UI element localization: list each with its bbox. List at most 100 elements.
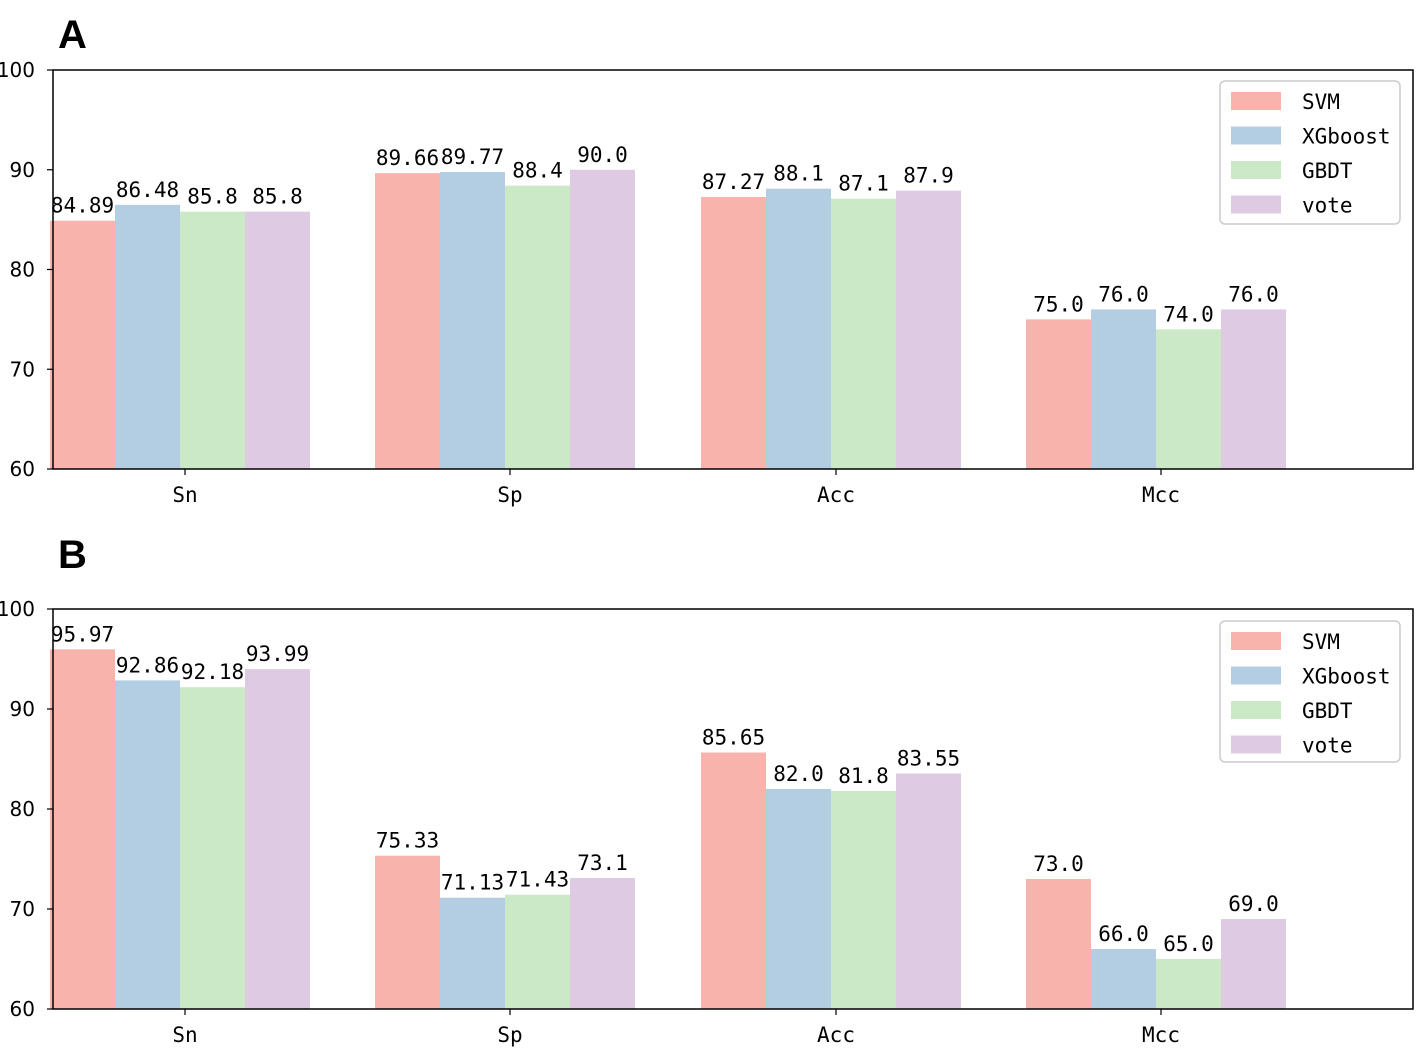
bar-vote-sn <box>245 669 310 1009</box>
bar-svm-sp <box>375 173 440 470</box>
legend-swatch-svm <box>1231 92 1281 110</box>
x-tick-label: Sn <box>172 1023 197 1047</box>
bar-vote-acc <box>896 773 961 1009</box>
x-tick-label: Mcc <box>1142 1023 1180 1047</box>
bar-svm-sn <box>50 220 115 469</box>
data-label: 74.0 <box>1163 302 1214 326</box>
legend-label: SVM <box>1302 630 1340 654</box>
bar-gbdt-acc <box>831 791 896 1009</box>
data-label: 87.9 <box>903 164 954 188</box>
legend-swatch-gbdt <box>1231 701 1281 719</box>
bar-gbdt-sp <box>505 894 570 1009</box>
data-label: 85.8 <box>187 185 238 209</box>
panel-letter-a: A <box>58 13 87 57</box>
data-label: 89.77 <box>441 145 504 169</box>
bar-xgboost-sn <box>115 204 180 469</box>
y-tick-label: 90 <box>10 697 35 721</box>
bar-gbdt-mcc <box>1156 329 1221 469</box>
y-tick-label: 100 <box>0 58 35 82</box>
data-label: 92.18 <box>181 660 244 684</box>
bar-gbdt-sp <box>505 185 570 469</box>
data-label: 76.0 <box>1228 282 1279 306</box>
data-label: 93.99 <box>246 642 309 666</box>
legend-swatch-svm <box>1231 632 1281 650</box>
bar-gbdt-sn <box>180 687 245 1009</box>
legend-box <box>1219 620 1401 763</box>
panel-letter-b: B <box>58 533 87 577</box>
data-label: 73.1 <box>577 851 628 875</box>
data-label: 88.1 <box>773 162 824 186</box>
y-tick-label: 100 <box>0 597 35 621</box>
data-label: 66.0 <box>1098 922 1149 946</box>
bar-vote-sp <box>570 169 635 469</box>
data-label: 90.0 <box>577 143 628 167</box>
legend-label: GBDT <box>1302 699 1353 723</box>
bar-gbdt-acc <box>831 198 896 470</box>
plot-frame <box>52 608 1414 1010</box>
bar-xgboost-mcc <box>1091 949 1156 1009</box>
x-tick-label: Sn <box>172 483 197 507</box>
legend-swatch-xgboost <box>1231 666 1281 685</box>
legend-swatch-gbdt <box>1231 161 1281 179</box>
y-tick-label: 70 <box>10 357 35 381</box>
data-label: 88.4 <box>512 159 563 183</box>
y-tick-label: 70 <box>10 897 35 921</box>
legend-label: XGboost <box>1302 665 1391 689</box>
x-tick-label: Sp <box>497 483 522 507</box>
legend-swatch-vote <box>1231 195 1281 214</box>
x-tick-label: Mcc <box>1142 483 1180 507</box>
bar-vote-acc <box>896 190 961 469</box>
y-tick-label: 80 <box>10 797 35 821</box>
bar-svm-mcc <box>1026 879 1091 1009</box>
data-label: 75.0 <box>1033 292 1084 316</box>
bar-svm-sp <box>375 855 440 1009</box>
bar-gbdt-sn <box>180 211 245 469</box>
bar-xgboost-mcc <box>1091 309 1156 469</box>
y-tick-label: 80 <box>10 258 35 282</box>
legend-label: GBDT <box>1302 159 1353 183</box>
legend-label: vote <box>1302 194 1353 218</box>
legend-box <box>1219 80 1401 225</box>
bar-vote-sp <box>570 878 635 1009</box>
legend: SVM XGboost GBDT vote <box>1219 80 1401 225</box>
legend-label: vote <box>1302 734 1353 758</box>
data-label: 85.65 <box>702 726 765 750</box>
bar-xgboost-acc <box>766 789 831 1009</box>
data-label: 75.33 <box>376 829 439 853</box>
y-tick-label: 60 <box>10 457 35 481</box>
x-tick-label: Acc <box>817 1023 855 1047</box>
bar-xgboost-sn <box>115 680 180 1009</box>
bar-svm-acc <box>701 752 766 1009</box>
bar-gbdt-mcc <box>1156 959 1221 1009</box>
x-tick-label: Acc <box>817 483 855 507</box>
bar-vote-mcc <box>1221 919 1286 1009</box>
data-label: 81.8 <box>838 764 889 788</box>
data-label: 87.1 <box>838 172 889 196</box>
data-label: 71.13 <box>441 871 504 895</box>
legend-label: SVM <box>1302 90 1340 114</box>
data-label: 89.66 <box>376 146 439 170</box>
data-label: 87.27 <box>702 170 765 194</box>
legend: SVM XGboost GBDT vote <box>1219 620 1401 763</box>
x-tick-label: Sp <box>497 1023 522 1047</box>
bar-svm-mcc <box>1026 319 1091 469</box>
data-label: 69.0 <box>1228 892 1279 916</box>
data-label: 65.0 <box>1163 932 1214 956</box>
data-label: 85.8 <box>252 185 303 209</box>
data-label: 73.0 <box>1033 852 1084 876</box>
legend-label: XGboost <box>1302 125 1391 149</box>
legend-swatch-vote <box>1231 735 1281 754</box>
data-label: 84.89 <box>51 194 114 218</box>
bar-vote-sn <box>245 211 310 469</box>
data-label: 71.43 <box>506 868 569 892</box>
legend-swatch-xgboost <box>1231 126 1281 145</box>
bar-xgboost-sp <box>440 172 505 469</box>
data-label: 95.97 <box>51 622 114 646</box>
plot-frame <box>52 69 1414 470</box>
bar-vote-mcc <box>1221 309 1286 469</box>
data-label: 82.0 <box>773 762 824 786</box>
data-label: 86.48 <box>116 178 179 202</box>
